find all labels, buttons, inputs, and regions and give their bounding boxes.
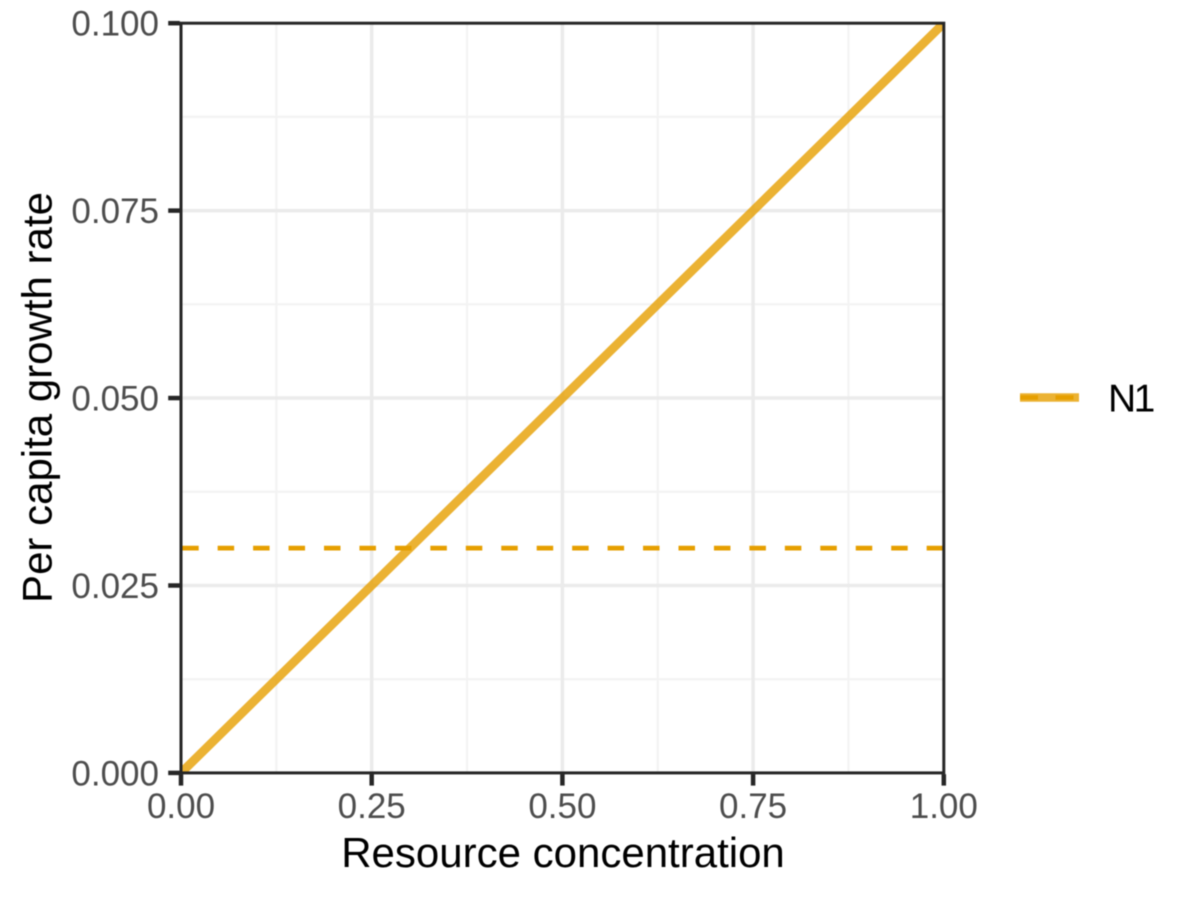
- svg-text:0.50: 0.50: [528, 787, 596, 826]
- svg-text:0.025: 0.025: [71, 567, 159, 606]
- svg-text:Resource concentration: Resource concentration: [341, 829, 785, 876]
- svg-text:0.075: 0.075: [71, 192, 159, 231]
- svg-text:0.25: 0.25: [338, 787, 406, 826]
- svg-text:N1: N1: [1108, 378, 1154, 421]
- svg-text:0.100: 0.100: [71, 5, 159, 44]
- svg-text:0.000: 0.000: [71, 754, 159, 793]
- svg-text:0.050: 0.050: [71, 379, 159, 418]
- svg-text:0.75: 0.75: [719, 787, 787, 826]
- svg-text:1.00: 1.00: [910, 787, 978, 826]
- svg-text:0.00: 0.00: [147, 787, 215, 826]
- svg-text:Per capita growth rate: Per capita growth rate: [14, 192, 61, 603]
